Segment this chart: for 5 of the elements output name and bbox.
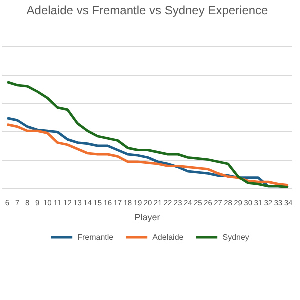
x-axis-title: Player	[134, 212, 160, 222]
legend-label: Adelaide	[152, 232, 184, 243]
legend-label: Sydney	[222, 232, 250, 243]
chart-title: Adelaide vs Fremantle vs Sydney Experience	[26, 4, 269, 18]
legend-label: Fremantle	[78, 232, 114, 243]
